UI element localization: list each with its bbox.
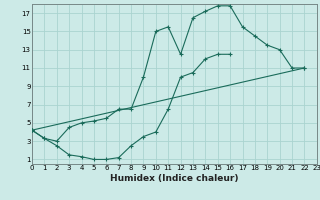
X-axis label: Humidex (Indice chaleur): Humidex (Indice chaleur)	[110, 174, 239, 183]
